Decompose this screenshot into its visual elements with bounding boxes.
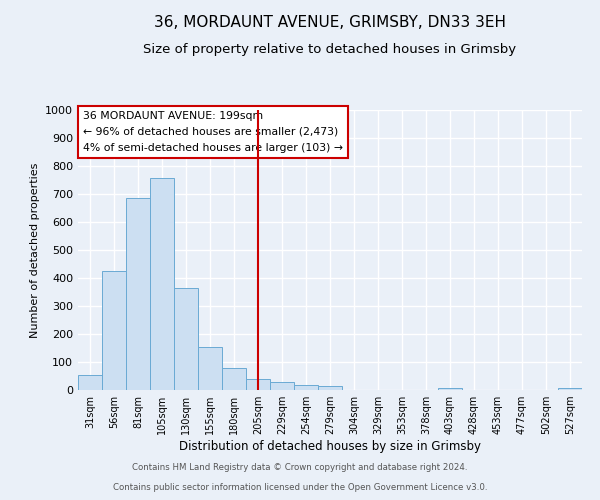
Y-axis label: Number of detached properties: Number of detached properties — [29, 162, 40, 338]
Bar — [270, 382, 294, 390]
Bar — [198, 347, 222, 390]
Bar — [174, 288, 198, 390]
Bar — [294, 385, 318, 390]
Bar — [318, 386, 342, 390]
Bar — [558, 388, 582, 390]
X-axis label: Distribution of detached houses by size in Grimsby: Distribution of detached houses by size … — [179, 440, 481, 453]
Bar — [102, 271, 126, 390]
Text: Contains public sector information licensed under the Open Government Licence v3: Contains public sector information licen… — [113, 484, 487, 492]
Bar — [222, 368, 246, 390]
Text: 36, MORDAUNT AVENUE, GRIMSBY, DN33 3EH: 36, MORDAUNT AVENUE, GRIMSBY, DN33 3EH — [154, 15, 506, 30]
Bar — [246, 379, 270, 390]
Text: 36 MORDAUNT AVENUE: 199sqm
← 96% of detached houses are smaller (2,473)
4% of se: 36 MORDAUNT AVENUE: 199sqm ← 96% of deta… — [83, 112, 343, 152]
Bar — [438, 388, 462, 390]
Text: Contains HM Land Registry data © Crown copyright and database right 2024.: Contains HM Land Registry data © Crown c… — [132, 464, 468, 472]
Bar — [78, 374, 102, 390]
Bar — [150, 178, 174, 390]
Bar — [126, 198, 150, 390]
Text: Size of property relative to detached houses in Grimsby: Size of property relative to detached ho… — [143, 42, 517, 56]
